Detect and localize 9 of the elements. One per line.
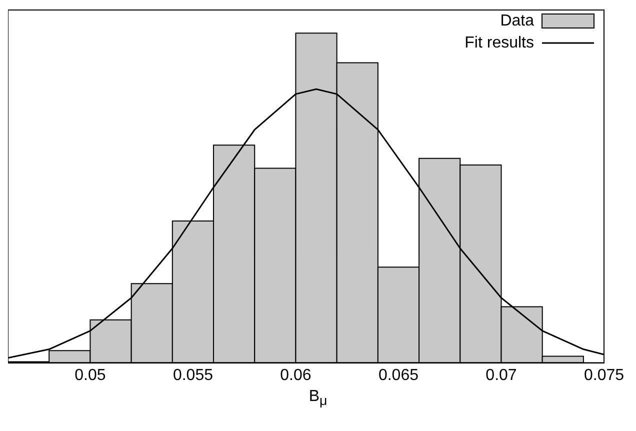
x-tick-label: 0.065 — [378, 366, 419, 384]
x-tick-label: 0.06 — [280, 366, 312, 384]
x-tick-label: 0.075 — [584, 366, 624, 384]
x-tick-label: 0.055 — [172, 366, 214, 384]
legend-label: Data — [500, 12, 534, 30]
x-tick-label: 0.07 — [486, 366, 517, 384]
x-axis-title: B$_{μ}$ — [308, 388, 328, 408]
x-tick-label: 0.05 — [74, 366, 106, 384]
legend-label: Fit results — [464, 34, 534, 52]
